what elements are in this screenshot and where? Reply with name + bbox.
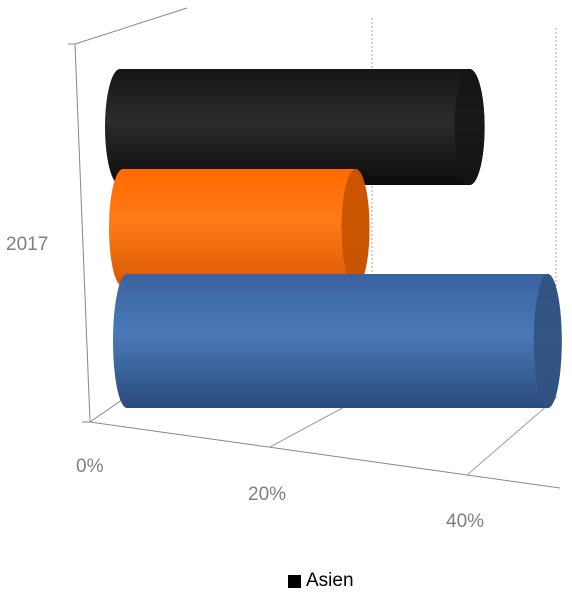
bar (113, 274, 562, 408)
x-tick-label: 0% (76, 456, 104, 477)
bar-end-cap (533, 274, 562, 408)
bar-body (109, 169, 370, 287)
bar-end-cap (341, 169, 370, 287)
category-label: 2017 (6, 234, 48, 255)
bar-end-cap-shade (533, 274, 562, 408)
bar-end-cap (454, 69, 485, 185)
bars (105, 69, 562, 408)
bar-end-cap-shade (454, 69, 485, 185)
gridline-floor-40 (466, 397, 557, 476)
bar (109, 169, 370, 287)
bar-body (113, 274, 562, 408)
x-tick-label: 20% (248, 484, 286, 505)
back-left-wall-edge (74, 7, 188, 45)
bar (105, 69, 485, 185)
legend-label: Asien (306, 570, 354, 591)
y-axis-line (74, 43, 91, 423)
bar-end-cap-shade (341, 169, 370, 287)
legend: Asien (288, 570, 354, 592)
bar-body (105, 69, 485, 185)
legend-swatch (288, 574, 301, 588)
x-axis-line (89, 421, 561, 489)
x-tick-label: 40% (446, 511, 484, 532)
